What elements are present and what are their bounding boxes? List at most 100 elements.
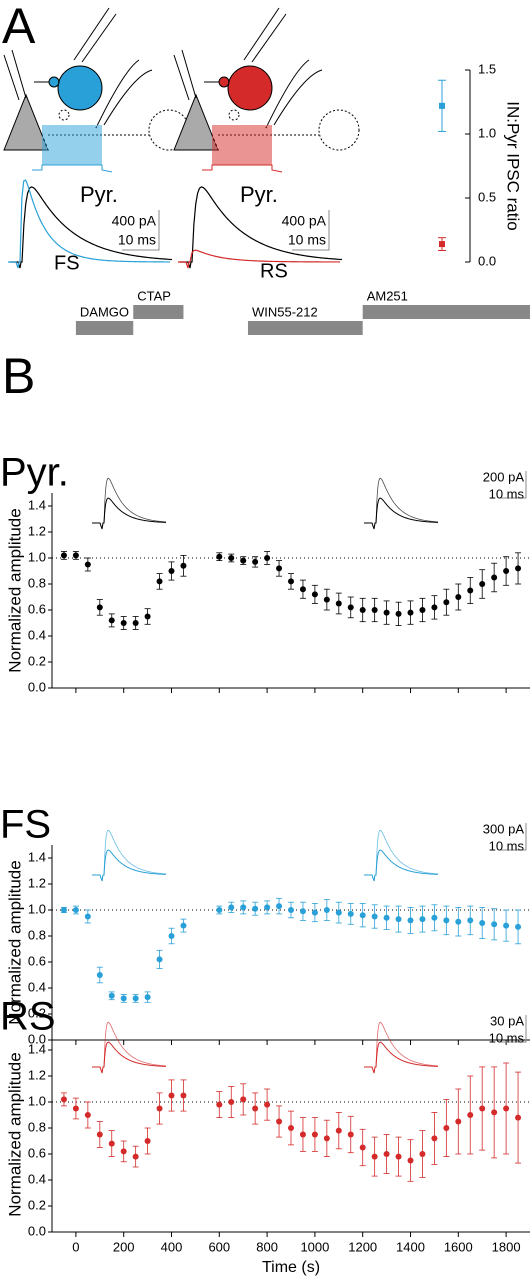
y-tick-label: 1.5 — [478, 61, 496, 76]
point — [503, 1105, 510, 1112]
point — [228, 555, 235, 561]
y-tick-label: 0.8 — [28, 1119, 46, 1134]
point — [240, 1096, 247, 1103]
scale-bar — [500, 823, 527, 851]
point — [96, 1131, 103, 1138]
inset-trace — [92, 829, 167, 882]
point — [96, 604, 103, 611]
scale-bar — [500, 1015, 527, 1043]
point — [455, 918, 462, 925]
point — [252, 558, 259, 565]
cell-dotted — [228, 109, 240, 121]
y-axis-label: Normalized amplitude — [5, 1052, 24, 1216]
point — [156, 578, 163, 585]
point — [323, 596, 330, 603]
x-tick-label: 1400 — [396, 1239, 425, 1254]
point — [467, 917, 474, 924]
point — [299, 586, 306, 593]
point — [371, 607, 378, 613]
x-tick-label: 800 — [256, 1239, 278, 1254]
point — [299, 1131, 306, 1138]
point — [60, 552, 67, 559]
pipette — [181, 49, 197, 99]
point — [84, 561, 91, 568]
point — [491, 921, 498, 928]
point — [72, 907, 79, 913]
chart-title: FS — [0, 803, 51, 847]
drug-label: DAMGO — [80, 304, 129, 319]
point — [467, 1112, 474, 1118]
cell-in — [57, 65, 103, 111]
inset-trace — [364, 497, 439, 530]
y-tick-label: 0.4 — [28, 627, 46, 642]
point — [395, 1153, 402, 1160]
point — [347, 910, 354, 917]
x-axis-label: Time (s) — [262, 1259, 320, 1276]
spike-train — [32, 164, 113, 173]
point — [264, 555, 271, 561]
scale-label: 10 ms — [288, 232, 326, 248]
spike-train — [202, 164, 283, 173]
scale-label: 400 pA — [282, 213, 327, 229]
y-tick-label: 1.0 — [28, 901, 46, 916]
point — [228, 904, 235, 911]
point — [359, 1144, 366, 1151]
drug-bar — [133, 305, 184, 319]
pipette — [73, 7, 110, 61]
point — [288, 1125, 294, 1131]
pipette — [243, 7, 280, 61]
point — [359, 912, 366, 919]
point — [216, 907, 223, 913]
inset-trace — [364, 477, 439, 530]
inset-trace — [92, 477, 167, 530]
point — [311, 591, 318, 598]
point — [515, 565, 522, 572]
point — [72, 1105, 79, 1112]
y-tick-label: 1.2 — [28, 875, 46, 890]
point — [84, 1112, 91, 1118]
fiber — [265, 59, 323, 129]
scale-bar — [122, 210, 160, 251]
x-tick-label: 0 — [72, 1239, 79, 1254]
point — [276, 565, 283, 572]
drug-label: CTAP — [137, 288, 171, 303]
chart-title: RS — [0, 995, 56, 1039]
scale-label: 30 pA — [490, 1013, 524, 1028]
point — [383, 1151, 390, 1157]
point — [515, 923, 522, 930]
point — [144, 1138, 151, 1144]
trace-label: Pyr. — [240, 182, 278, 207]
point — [419, 916, 426, 923]
point — [491, 1109, 498, 1116]
point — [431, 1135, 438, 1142]
y-tick-label: 0.2 — [28, 1197, 46, 1212]
panel-label: B — [2, 348, 35, 404]
point — [479, 920, 486, 926]
trace-in — [8, 179, 171, 269]
point — [168, 568, 175, 574]
point — [443, 1125, 450, 1131]
point — [156, 956, 163, 963]
point — [96, 972, 103, 978]
point — [108, 617, 115, 624]
point — [60, 907, 67, 913]
y-axis-label: Normalized amplitude — [5, 508, 24, 672]
y-axis-label: Normalized amplitude — [5, 860, 24, 1024]
panel-label: A — [2, 0, 36, 54]
y-tick-label: 1.4 — [28, 1041, 46, 1056]
y-tick-label: 1.0 — [28, 549, 46, 564]
drug-bar — [362, 305, 530, 319]
y-tick-label: 0.6 — [28, 601, 46, 616]
point — [216, 1101, 223, 1108]
y-tick-label: 1.4 — [28, 849, 46, 864]
scale-label: 300 pA — [483, 821, 525, 836]
point — [132, 620, 139, 626]
point — [407, 1157, 414, 1164]
point — [84, 913, 91, 920]
point — [455, 594, 462, 600]
drug-bar — [75, 321, 134, 335]
cell-in-small — [218, 76, 230, 88]
point — [144, 994, 151, 1001]
point — [395, 916, 402, 923]
y-tick-label: 0.0 — [478, 253, 496, 268]
